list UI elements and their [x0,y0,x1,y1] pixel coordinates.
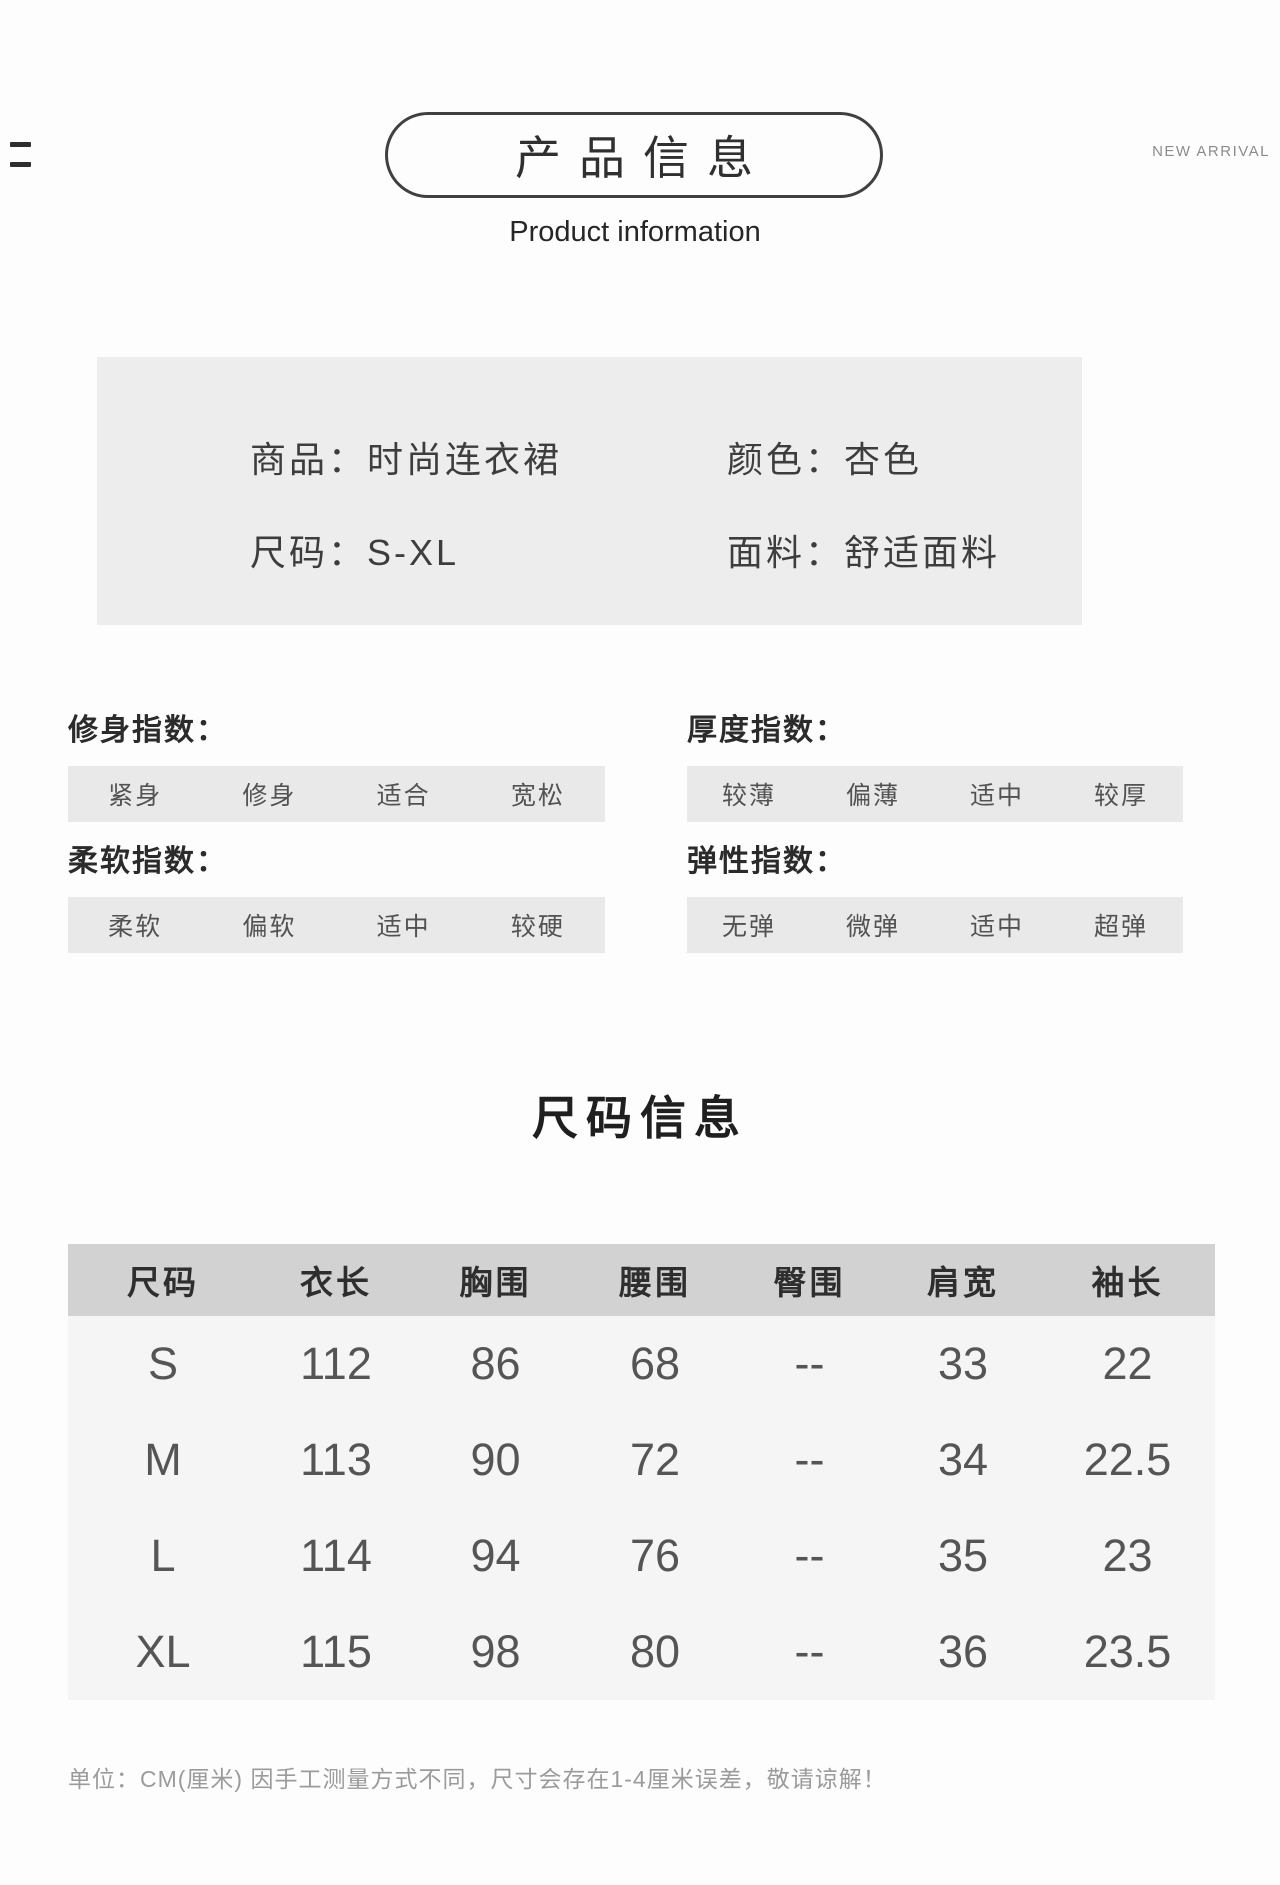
index-option: 无弹 [721,913,776,941]
column-header: 衣长 [300,1264,372,1301]
title-pill-border: 产品信息 [385,112,883,198]
index-option: 偏薄 [845,782,900,810]
product-field-fabric: 面料：舒适面料 [727,524,1000,576]
table-row: L 114 94 76 -- 35 23 [68,1508,1215,1604]
column-header: 胸围 [459,1264,532,1301]
column-header: 臀围 [773,1264,846,1301]
index-options-bar: 较薄 偏薄 适中 较厚 [687,766,1183,822]
table-cell: 80 [629,1626,681,1677]
table-cell: 68 [629,1338,681,1389]
field-value: 杏色 [844,439,923,480]
table-cell: 72 [629,1434,681,1485]
index-block-softness: 柔软指数： 柔软 偏软 适中 较硬 [68,845,605,953]
new-arrival-label: NEW ARRIVAL [1152,143,1270,160]
table-cell: 112 [300,1338,372,1389]
table-row: XL 115 98 80 -- 36 23.5 [68,1604,1215,1700]
table-cell: 113 [300,1434,372,1485]
index-option: 超弹 [1093,913,1148,941]
index-block-fit: 修身指数： 紧身 修身 适合 宽松 [68,714,605,822]
field-label: 商品： [250,439,368,480]
size-info-title: 尺码信息 [532,1092,748,1144]
table-cell: 98 [470,1626,521,1677]
column-header: 腰围 [619,1264,691,1301]
page-title: 产品信息 [515,132,771,184]
table-cell: M [144,1434,182,1485]
table-cell: 22.5 [1083,1434,1172,1485]
measurement-note: 单位：CM(厘米) 因手工测量方式不同，尺寸会存在1-4厘米误差，敬请谅解！ [68,1766,887,1792]
index-option: 适中 [969,913,1024,941]
product-field-color: 颜色：杏色 [727,431,922,483]
index-option: 适合 [376,782,431,810]
table-cell: 34 [937,1434,989,1485]
table-cell: 22 [1102,1338,1153,1389]
size-table: 尺码 衣长 胸围 腰围 臀围 肩宽 袖长 S 112 86 68 -- 33 2… [68,1244,1215,1700]
field-value: S-XL [367,532,460,573]
index-option: 紧身 [108,782,163,810]
index-option: 修身 [242,782,297,810]
product-field-size: 尺码：S-XL [250,524,459,576]
dash-bar-icon [10,142,31,147]
index-block-thickness: 厚度指数： 较薄 偏薄 适中 较厚 [687,714,1183,822]
table-cell: 35 [937,1530,989,1581]
column-header: 袖长 [1091,1264,1164,1301]
index-option: 适中 [969,782,1024,810]
index-title: 柔软指数： [68,845,228,878]
index-option: 较厚 [1093,782,1148,810]
column-header: 尺码 [127,1264,199,1301]
table-cell: XL [135,1626,191,1677]
table-row: M 113 90 72 -- 34 22.5 [68,1412,1215,1508]
table-cell: 36 [937,1626,989,1677]
product-field-name: 商品：时尚连衣裙 [250,431,562,483]
index-option: 较薄 [721,782,776,810]
table-cell: 86 [470,1338,521,1389]
table-cell: L [150,1530,176,1581]
table-cell: 115 [300,1626,372,1677]
table-cell: 94 [470,1530,521,1581]
index-option: 宽松 [510,782,565,810]
dash-bar-icon [10,162,31,167]
table-cell: 90 [470,1434,521,1485]
size-table-body: S 112 86 68 -- 33 22 M 113 90 72 -- 34 2… [68,1316,1215,1700]
table-cell: -- [794,1434,825,1485]
page-subtitle: Product information [509,216,761,248]
index-options-bar: 紧身 修身 适合 宽松 [68,766,605,822]
table-cell: -- [794,1530,825,1581]
field-label: 颜色： [727,439,845,480]
index-options-bar: 柔软 偏软 适中 较硬 [68,897,605,953]
table-cell: 76 [629,1530,681,1581]
index-title: 修身指数： [68,714,228,747]
table-row: S 112 86 68 -- 33 22 [68,1316,1215,1412]
field-label: 面料： [727,532,845,573]
product-info-box: 商品：时尚连衣裙 颜色：杏色 尺码：S-XL 面料：舒适面料 [97,357,1082,625]
double-dash-icon [10,142,31,167]
index-title: 弹性指数： [687,845,847,878]
index-option: 适中 [376,913,431,941]
table-cell: 33 [937,1338,989,1389]
index-block-elasticity: 弹性指数： 无弹 微弹 适中 超弹 [687,845,1183,953]
table-cell: 23.5 [1083,1626,1172,1677]
table-cell: -- [794,1338,825,1389]
index-option: 微弹 [845,913,900,941]
column-header: 肩宽 [927,1264,999,1301]
table-cell: 114 [300,1530,372,1581]
table-cell: S [147,1338,178,1389]
index-option: 柔软 [108,913,163,941]
field-value: 时尚连衣裙 [367,439,563,480]
field-value: 舒适面料 [844,532,1001,573]
index-title: 厚度指数： [687,714,847,747]
index-option: 较硬 [510,913,565,941]
table-cell: 23 [1102,1530,1153,1581]
index-options-bar: 无弹 微弹 适中 超弹 [687,897,1183,953]
field-label: 尺码： [250,532,368,573]
table-cell: -- [794,1626,825,1677]
size-table-header-row: 尺码 衣长 胸围 腰围 臀围 肩宽 袖长 [68,1244,1215,1316]
index-option: 偏软 [242,913,297,941]
